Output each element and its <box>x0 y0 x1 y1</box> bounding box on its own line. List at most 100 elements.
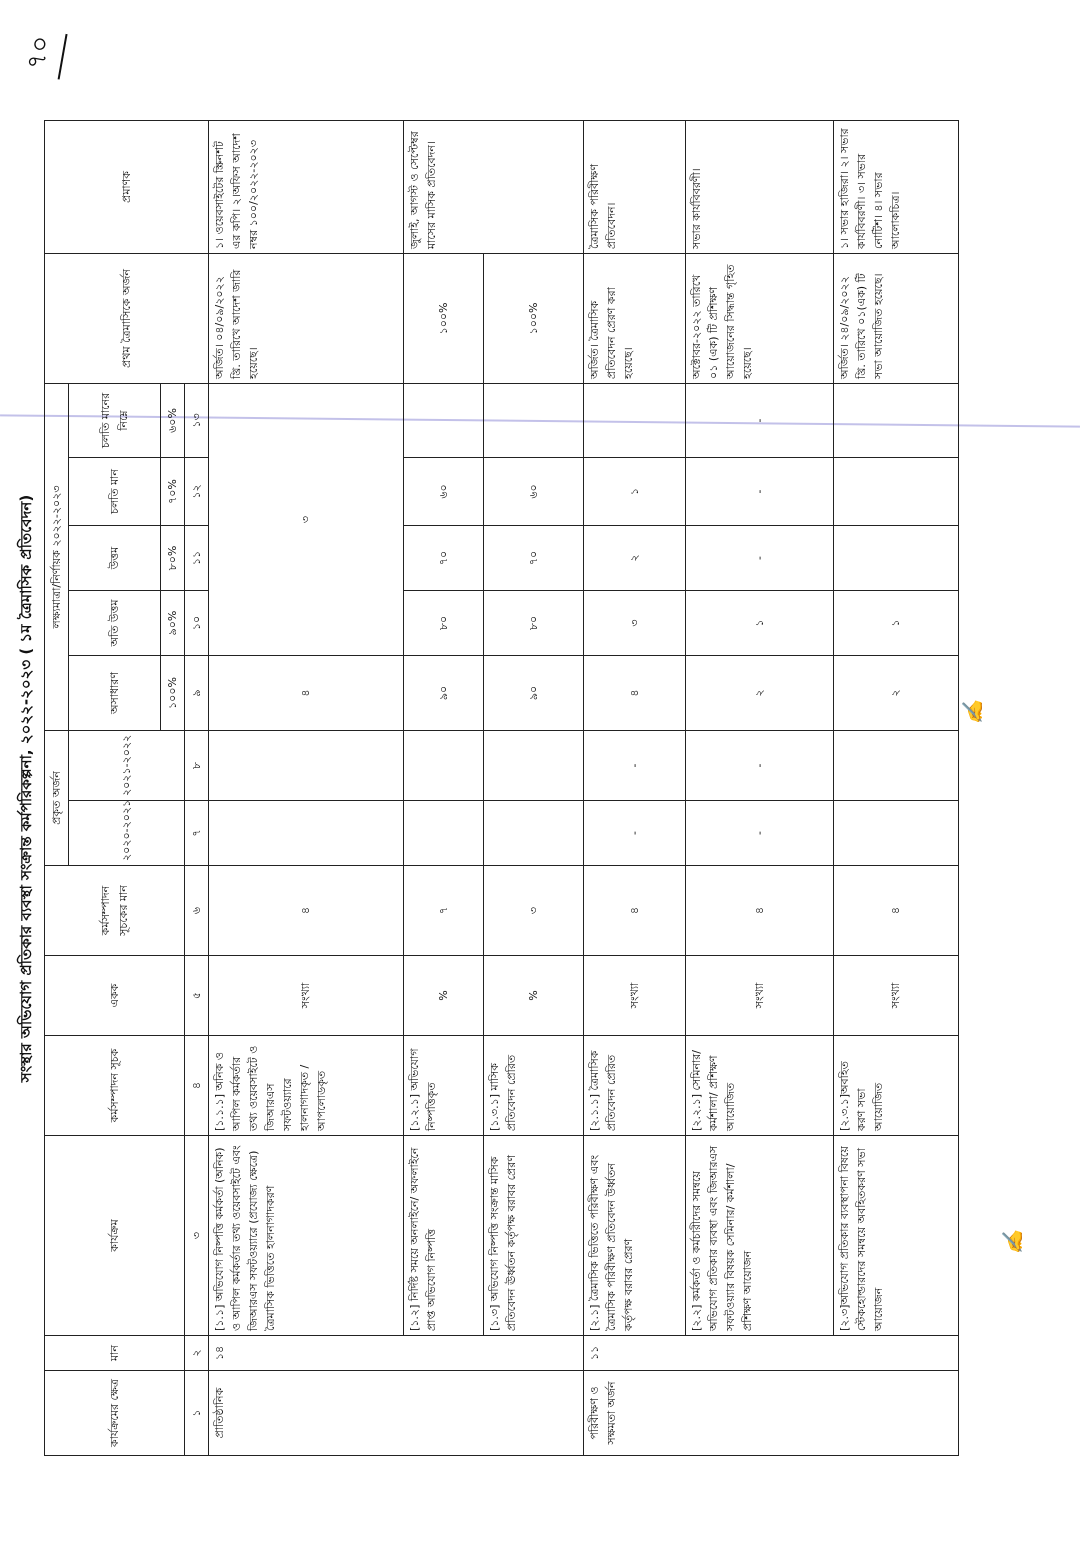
column-number: ১১ <box>184 525 209 591</box>
column-number: ২ <box>184 1335 209 1371</box>
column-number: ৩ <box>184 1135 209 1336</box>
signature: ✍ <box>1000 1229 1025 1255</box>
table-row: [১.২] নির্দিষ্ট সময়ে অনলাইনে/ অফলাইনে প… <box>403 120 584 1455</box>
target-cell: ১ <box>833 590 959 656</box>
header-indicator-weight: কর্মসম্পাদন সূচকের মান <box>44 865 185 956</box>
header-year: ২০২০-২০২১ <box>68 800 185 866</box>
page-title: সংস্থার অভিযোগ প্রতিকার ব্যবস্থা সংক্রান… <box>17 494 35 1083</box>
target-cell: ৬০ <box>403 457 484 526</box>
unit-cell: সংখ্যা <box>685 955 834 1036</box>
target-cell: ৭০ <box>483 525 584 591</box>
header-level: উত্তম <box>68 525 161 591</box>
target-cell <box>403 383 484 458</box>
q1-achievement-cell: অর্জিত। ২৪/০৯/২০২২ খ্রি. তারিখে ০১(এক) ট… <box>833 253 959 384</box>
table-row: প্রাতিষ্ঠানিক ১৪ [১.১] অভিযোগ নিষ্পত্তি কর… <box>208 120 584 1456</box>
column-number: ৯ <box>184 655 209 731</box>
target-cell: ২ <box>833 655 959 731</box>
column-number: ১০ <box>184 590 209 656</box>
indicator-cell: [২.২.১] সেমিনার/ কর্মশালা/ প্রশিক্ষণ আয়… <box>685 1035 834 1136</box>
target-cell <box>583 383 686 458</box>
column-number: ৮ <box>184 730 209 801</box>
indicator-weight-cell: ৩ <box>483 865 584 956</box>
evidence-cell: ১। সভার হাজিরা। ২। সভার কার্যবিবরণী। ৩। … <box>833 120 959 254</box>
target-cell: ১ <box>583 457 686 526</box>
column-number: ১২ <box>184 457 209 526</box>
header-level: অসাধারণ <box>68 655 161 731</box>
activity-cell: [১.৩] অভিযোগ নিষ্পত্তি সংক্রান্ত মাসিক প… <box>483 1135 584 1336</box>
target-cell: - <box>685 525 834 591</box>
page-number: ৭০ <box>14 26 68 80</box>
target-cell: - <box>685 383 834 458</box>
indicator-cell: [১.১.১] অনিক ও আপিল কর্মকর্তার তথ্য ওয়ে… <box>208 1035 404 1136</box>
q1-achievement-cell: অর্জিত। ত্রৈমাসিক প্রতিবেদন প্রেরণ করা হ… <box>583 253 686 384</box>
rotated-page: সংস্থার অভিযোগ প্রতিকার ব্যবস্থা সংক্রান… <box>8 120 966 1456</box>
column-number: ১৩ <box>184 383 209 458</box>
signature: ✍ <box>960 699 985 725</box>
q1-achievement-cell: ১০০% <box>403 253 484 384</box>
evidence-cell: জুলাই, আগস্ট ও সেপ্টেম্বর মাসের মাসিক প্… <box>403 120 584 254</box>
table-row: [১.৩] অভিযোগ নিষ্পত্তি সংক্রান্ত মাসিক প… <box>483 120 584 1455</box>
actual-cell: - <box>685 730 834 801</box>
indicator-weight-cell: ৪ <box>583 865 686 956</box>
q1-achievement-cell: ১০০% <box>483 253 584 384</box>
actual-cell <box>403 730 484 801</box>
activity-cell: [২.৩]অভিযোগ প্রতিকার ব্যবস্থাপনা বিষয়ে … <box>833 1135 959 1336</box>
header-level: চলতি মান <box>68 457 161 526</box>
target-cell: ২ <box>685 655 834 731</box>
unit-cell: % <box>403 955 484 1036</box>
activity-cell: [১.১] অভিযোগ নিষ্পত্তি কর্মকর্তা (অনিক) … <box>208 1135 404 1336</box>
column-number: ১ <box>184 1370 209 1456</box>
header-percent: ৮০% <box>160 525 185 591</box>
header-evidence: প্রমাণক <box>44 120 209 254</box>
actual-cell <box>208 800 404 866</box>
actual-cell <box>483 730 584 801</box>
target-cell: ৩ <box>583 590 686 656</box>
indicator-cell: [২.৩.১]অবহিত করণ সভা আয়োজিত <box>833 1035 959 1136</box>
actual-cell <box>833 730 959 801</box>
table-row: [২.২] কর্মকর্তা ও কর্মচারীদের সমন্বয়ে অ… <box>685 120 834 1455</box>
actual-cell: - <box>583 800 686 866</box>
header-weight: মান <box>44 1335 185 1371</box>
indicator-cell: [২.১.১] ত্রৈমাসিক প্রতিবেদন প্রেরিত <box>583 1035 686 1136</box>
section-area: প্রাতিষ্ঠানিক <box>208 1370 584 1456</box>
activity-cell: [২.২] কর্মকর্তা ও কর্মচারীদের সমন্বয়ে অ… <box>685 1135 834 1336</box>
unit-cell: সংখ্যা <box>833 955 959 1036</box>
target-cell: ৬০ <box>483 457 584 526</box>
target-cell: ৮০ <box>483 590 584 656</box>
target-cell: ৯০ <box>483 655 584 731</box>
unit-cell: সংখ্যা <box>208 955 404 1036</box>
actual-cell: - <box>685 800 834 866</box>
header-indicator: কর্মসম্পাদন সূচক <box>44 1035 185 1136</box>
target-cell <box>833 383 959 458</box>
column-number: ৭ <box>184 800 209 866</box>
header-percent: ৭০% <box>160 457 185 526</box>
activity-cell: [২.১] ত্রৈমাসিক ভিত্তিতে পরিবীক্ষণ এবং ত… <box>583 1135 686 1336</box>
unit-cell: সংখ্যা <box>583 955 686 1036</box>
column-number: ৫ <box>184 955 209 1036</box>
header-unit: একক <box>44 955 185 1036</box>
header-activity: কার্যক্রম <box>44 1135 185 1336</box>
column-number: ৬ <box>184 865 209 956</box>
target-cell: ৪ <box>583 655 686 731</box>
header-level: চলতি মানের নিম্নে <box>68 383 161 458</box>
unit-cell: % <box>483 955 584 1036</box>
target-cell <box>833 525 959 591</box>
indicator-cell: [১.৩.১] মাসিক প্রতিবেদন প্রেরিত <box>483 1035 584 1136</box>
indicator-weight-cell: ৪ <box>208 865 404 956</box>
section-area: পরিবীক্ষণ ও সক্ষমতা অর্জন <box>583 1370 959 1456</box>
actual-cell: - <box>583 730 686 801</box>
header-level: অতি উত্তম <box>68 590 161 656</box>
target-cell: ৩ <box>208 383 404 656</box>
indicator-cell: [১.২.১] অভিযোগ নিষ্পত্তিকৃত <box>403 1035 484 1136</box>
header-q1: প্রথম ত্রৈমাসিকে অর্জন <box>44 253 209 384</box>
activity-cell: [১.২] নির্দিষ্ট সময়ে অনলাইনে/ অফলাইনে প… <box>403 1135 484 1336</box>
section-weight: ১১ <box>583 1335 959 1371</box>
header-percent: ৯০% <box>160 590 185 656</box>
target-cell: ৮০ <box>403 590 484 656</box>
table-row: পরিবীক্ষণ ও সক্ষমতা অর্জন ১১ [২.১] ত্রৈমাস… <box>583 120 959 1456</box>
header-percent: ৬০% <box>160 383 185 458</box>
target-cell: ৪ <box>208 655 404 731</box>
header-target: লক্ষ্যমাত্রা/নির্ণায়ক ২০২২-২০২৩ <box>44 383 69 731</box>
target-cell: ২ <box>583 525 686 591</box>
actual-cell <box>208 730 404 801</box>
